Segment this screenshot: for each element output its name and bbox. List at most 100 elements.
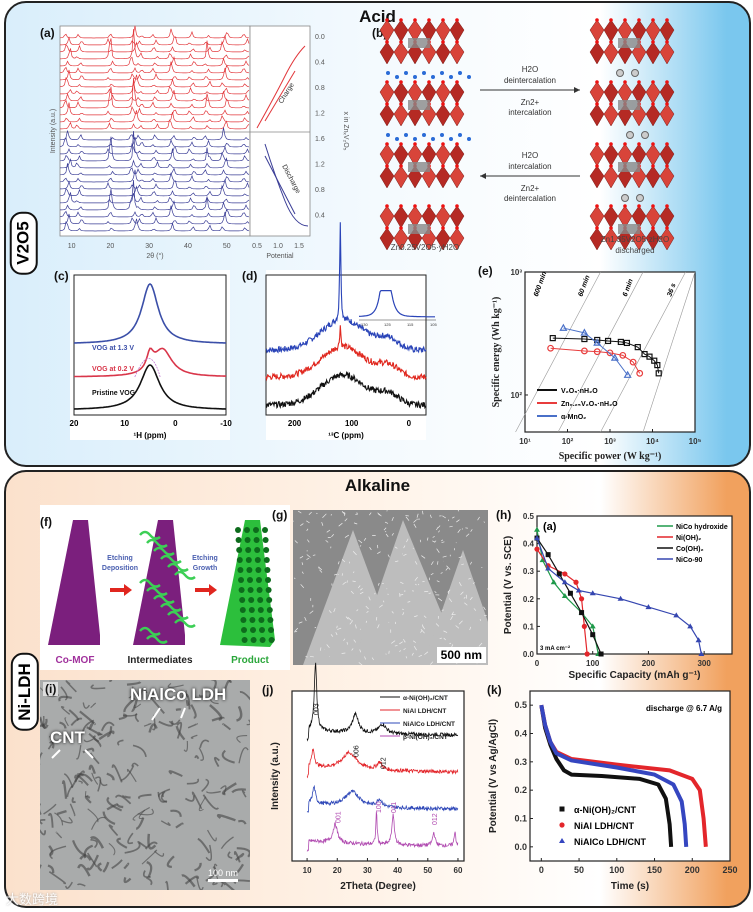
nanosheet — [464, 602, 468, 606]
nanosheet — [383, 527, 387, 531]
cnt-fiber — [197, 837, 211, 854]
oxygen-atom — [427, 204, 431, 208]
product-pore — [257, 597, 264, 603]
nanosheet — [299, 556, 304, 559]
nanosheet — [307, 539, 310, 543]
xtick-label: 10³ — [604, 437, 616, 446]
data-point — [593, 338, 602, 346]
co-mof-shape — [48, 520, 100, 645]
legend-label: α-Ni(OH)₂/CNT — [403, 695, 448, 702]
cnt-fiber — [117, 739, 124, 746]
nanosheet — [402, 612, 405, 616]
cnt-fiber — [137, 840, 148, 849]
ytick-label: 0.0 — [523, 650, 535, 659]
nanosheet — [478, 642, 483, 647]
nanosheet — [322, 513, 327, 518]
vanadium-polyhedron — [408, 224, 430, 234]
product-pore — [235, 527, 241, 533]
cnt-fiber — [157, 791, 168, 803]
cnt-fiber — [77, 863, 91, 877]
nanosheet — [414, 561, 418, 565]
legend-label: NiAlCo LDH/CNT — [574, 837, 646, 847]
water-molecule — [422, 71, 426, 75]
panel-e-plot: 10¹ 10² 10³ 10⁴ 10⁵ 10² 10³ Specific power (W k… — [491, 268, 702, 462]
oxygen-atom — [595, 80, 599, 84]
nanosheet — [450, 615, 453, 620]
nanosheet — [430, 661, 434, 665]
cnt-fiber — [205, 790, 221, 794]
nanosheet — [419, 539, 422, 543]
sem-image: 500 nm — [293, 510, 488, 665]
peak-label: 012 — [432, 813, 439, 825]
xrd-xtick: 20 — [107, 243, 115, 250]
vanadium-polyhedron — [618, 100, 640, 110]
water-molecule — [386, 71, 390, 75]
cnt-fiber — [55, 831, 63, 839]
xrd-pattern — [306, 748, 459, 779]
vo-octahedron — [603, 41, 619, 65]
cnt-fiber — [190, 704, 197, 719]
nanosheet — [394, 546, 398, 549]
oxygen-atom — [651, 204, 655, 208]
panel-d-plot: 130 125 115 105 200 100 0 ¹³C (ppm) — [265, 222, 437, 440]
cnt-fiber — [66, 785, 73, 797]
data-point — [549, 335, 556, 342]
nanosheet — [343, 638, 346, 641]
cnt-fiber — [111, 764, 123, 783]
nanosheet — [415, 583, 417, 586]
vo-octahedron — [659, 103, 675, 127]
data-point — [581, 335, 588, 343]
nanosheet — [351, 648, 354, 651]
legend-label: α-MnO₂ — [561, 414, 586, 421]
stage1-label: Co-MOF — [56, 655, 95, 666]
c13-spectrum — [265, 222, 427, 354]
discharge-curve — [264, 143, 309, 227]
nanosheet — [308, 511, 312, 516]
inset-tick: 105 — [430, 322, 437, 327]
cnt-fiber — [198, 796, 207, 812]
tem-texture — [40, 680, 250, 890]
cnt-fiber — [43, 803, 57, 815]
oxygen-atom — [665, 204, 669, 208]
alkaline-title: Alkaline — [344, 476, 411, 495]
nanosheet — [350, 590, 354, 595]
nanosheet — [430, 561, 434, 566]
nanosheet — [435, 623, 440, 627]
cnt-fiber — [233, 863, 245, 875]
nanosheet — [375, 617, 378, 621]
water-molecule — [431, 137, 435, 141]
data-point — [579, 610, 585, 616]
ytick-label: 0.5 — [523, 512, 535, 521]
legend-label: NiAl LDH/CNT — [403, 708, 446, 715]
nanosheet — [438, 530, 440, 533]
nanosheet — [428, 592, 431, 594]
data-point — [593, 348, 601, 356]
nanosheet — [293, 577, 296, 579]
water-molecule — [395, 137, 399, 141]
panel-k-label: (k) — [487, 683, 502, 697]
panel-j-label: (j) — [262, 683, 274, 697]
nanosheet — [344, 518, 348, 522]
vo-octahedron — [449, 103, 465, 127]
nanosheet — [457, 529, 461, 533]
potential-frame — [249, 25, 311, 237]
nanosheet — [342, 581, 347, 585]
oxygen-atom — [623, 18, 627, 22]
nanosheet — [461, 528, 464, 530]
discharge-xrd-pattern — [59, 130, 250, 162]
oxygen-atom — [441, 142, 445, 146]
step2-bottom: Growth — [193, 565, 218, 572]
panel-d-label: (d) — [242, 269, 258, 283]
product-pore — [268, 637, 275, 643]
nanosheet — [300, 523, 304, 526]
watermark: 大数跨境 — [6, 892, 59, 907]
xrd-pattern — [306, 662, 459, 742]
x-content-tick: 1.2 — [315, 111, 325, 118]
xtick-label: 10² — [562, 437, 574, 446]
nanosheet — [451, 516, 455, 519]
data-point — [584, 651, 590, 657]
water-molecule — [386, 133, 390, 137]
cnt-fiber — [231, 788, 247, 794]
xtick-label: 200 — [642, 659, 656, 668]
oxygen-atom — [623, 80, 627, 84]
